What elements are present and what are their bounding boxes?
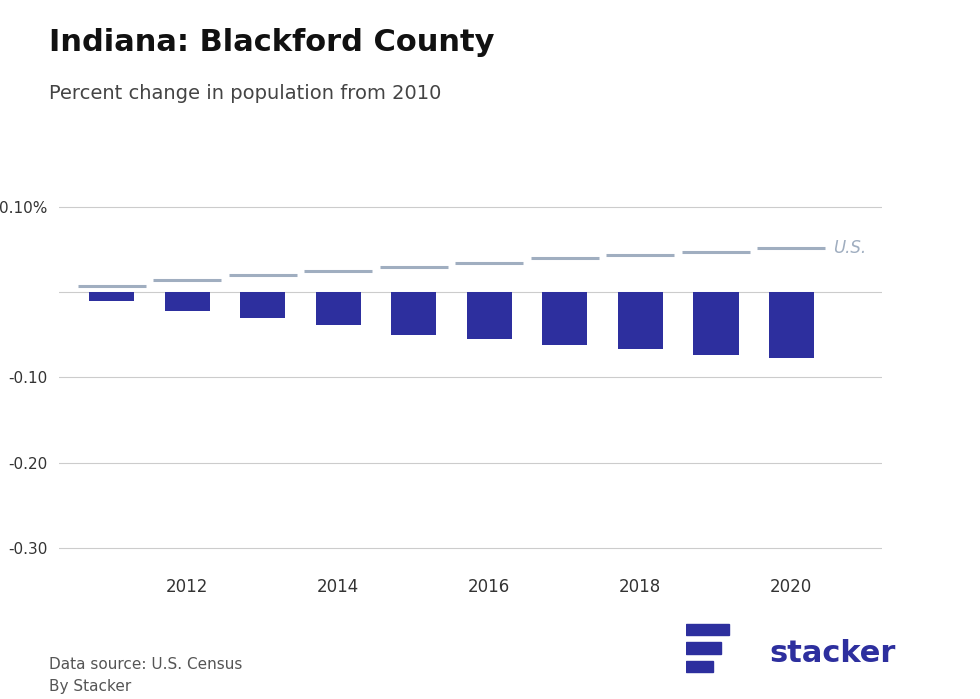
- FancyBboxPatch shape: [686, 642, 721, 654]
- Text: U.S.: U.S.: [833, 239, 866, 257]
- Bar: [693, 292, 739, 355]
- Bar: [316, 292, 361, 325]
- FancyBboxPatch shape: [686, 624, 729, 635]
- Bar: [89, 292, 134, 301]
- Bar: [768, 292, 814, 358]
- Bar: [617, 292, 663, 349]
- Bar: [165, 292, 210, 311]
- Text: stacker: stacker: [769, 639, 896, 668]
- Bar: [391, 292, 436, 335]
- Bar: [542, 292, 587, 345]
- Text: Data source: U.S. Census
By Stacker: Data source: U.S. Census By Stacker: [49, 657, 242, 694]
- Text: Indiana: Blackford County: Indiana: Blackford County: [49, 28, 495, 57]
- Bar: [240, 292, 285, 318]
- Bar: [466, 292, 512, 339]
- FancyBboxPatch shape: [686, 661, 713, 672]
- Text: Percent change in population from 2010: Percent change in population from 2010: [49, 84, 441, 103]
